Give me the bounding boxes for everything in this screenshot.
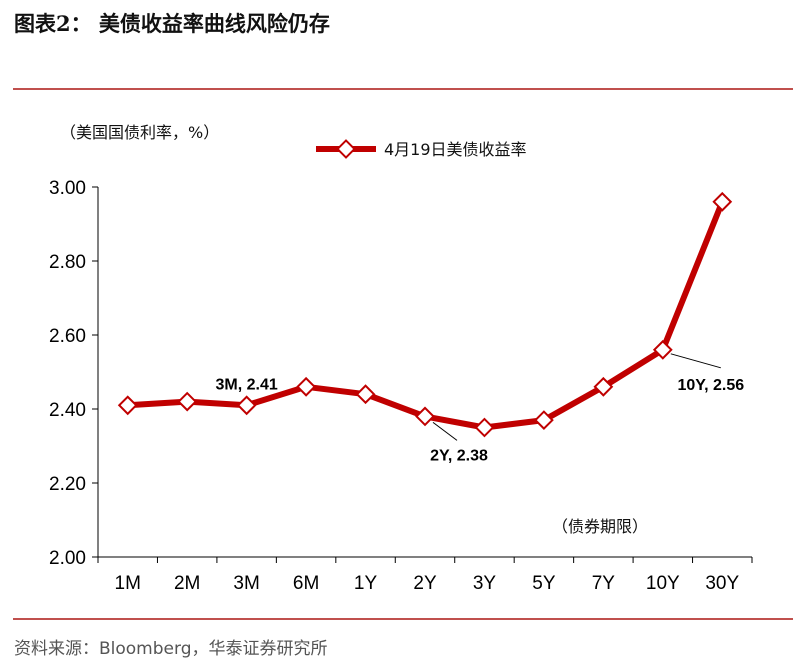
y-tick-label: 2.20	[49, 474, 86, 495]
x-tick-label: 30Y	[705, 573, 739, 594]
x-tick-label: 2M	[174, 573, 200, 594]
x-axis: 1M 2M 3M 6M 1Y 2Y 3Y 5Y 7Y 10Y 30Y	[97, 556, 753, 594]
legend: 4月19日美债收益率	[316, 139, 527, 159]
x-tick-label: 10Y	[646, 573, 680, 594]
y-tick-label: 2.60	[49, 326, 86, 347]
x-tick-label: 5Y	[532, 573, 556, 594]
data-point	[593, 376, 614, 397]
top-divider	[13, 88, 793, 90]
data-point	[712, 191, 733, 212]
annotation-leader	[670, 353, 721, 369]
data-point	[236, 395, 257, 416]
data-point	[534, 410, 554, 430]
x-tick-label: 6M	[293, 573, 319, 594]
y-axis-label: （美国国债利率，%）	[60, 123, 219, 142]
figure-title: 图表2： 美债收益率曲线风险仍存	[14, 11, 330, 36]
x-tick-label: 3Y	[473, 573, 497, 594]
data-label: 10Y, 2.56	[677, 377, 744, 394]
data-point	[415, 406, 435, 427]
y-axis: 2.00 2.20 2.40 2.60 2.80 3.00	[49, 178, 99, 569]
x-tick-label: 3M	[233, 573, 259, 594]
bottom-divider	[13, 618, 793, 620]
series-line	[124, 198, 726, 431]
data-label: 2Y, 2.38	[430, 447, 488, 464]
x-axis-label: （债券期限）	[552, 517, 648, 536]
y-tick-label: 2.40	[49, 400, 86, 421]
annotations: 3M, 2.41 2Y, 2.38 10Y, 2.56	[216, 353, 744, 464]
x-tick-label: 1Y	[354, 573, 378, 594]
y-tick-label: 2.00	[49, 548, 86, 569]
data-point	[177, 391, 198, 412]
data-label: 3M, 2.41	[216, 376, 278, 393]
data-point	[474, 417, 495, 438]
series-yield	[117, 191, 733, 438]
data-point	[652, 339, 673, 360]
annotation-leader	[432, 421, 458, 441]
source-note: 资料来源：Bloomberg，华泰证券研究所	[14, 639, 328, 659]
legend-label: 4月19日美债收益率	[384, 140, 527, 159]
y-tick-label: 3.00	[49, 178, 86, 199]
y-tick-label: 2.80	[49, 252, 86, 273]
x-tick-label: 1M	[115, 573, 141, 594]
data-point	[117, 395, 138, 416]
data-point	[296, 376, 316, 397]
legend-marker	[336, 139, 356, 159]
x-tick-label: 2Y	[413, 573, 437, 594]
x-tick-label: 7Y	[592, 573, 616, 594]
data-point	[355, 384, 376, 405]
